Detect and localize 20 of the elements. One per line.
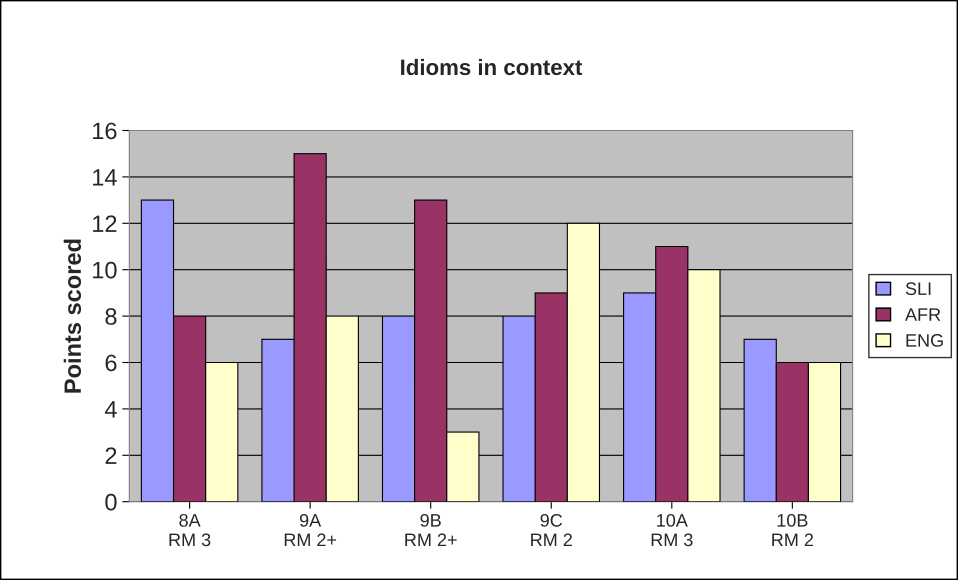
x-tick-label: 8A RM 3 <box>170 514 210 546</box>
y-tick-label: 8 <box>105 308 116 325</box>
legend-label: ENG <box>906 334 943 347</box>
y-tick-label: 14 <box>93 169 117 186</box>
y-tick-label: 12 <box>93 215 116 232</box>
y-tick-label: 10 <box>93 262 117 278</box>
legend-label: SLI <box>906 282 930 296</box>
chart-title: Idioms in context <box>401 58 582 76</box>
x-tick-label: 9C RM 2 <box>531 514 572 546</box>
y-tick-label: 4 <box>104 401 117 418</box>
y-tick-label: 2 <box>106 447 116 464</box>
y-axis-title: Points scored <box>64 240 82 393</box>
y-tick-label: 0 <box>105 494 117 510</box>
y-tick-label: 6 <box>106 354 116 372</box>
x-tick-label: 9A RM 2+ <box>284 514 336 546</box>
y-tick-label: 16 <box>93 122 116 140</box>
x-tick-label: 9B RM 2+ <box>405 514 457 546</box>
legend-label: AFR <box>905 308 940 321</box>
x-tick-label: 10B RM 2 <box>772 514 814 546</box>
x-tick-label: 10A RM 3 <box>652 514 693 546</box>
